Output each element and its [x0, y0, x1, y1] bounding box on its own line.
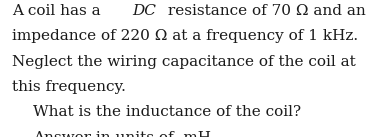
Text: A coil has a: A coil has a	[12, 4, 105, 18]
Text: impedance of 220 Ω at a frequency of 1 kHz.: impedance of 220 Ω at a frequency of 1 k…	[12, 29, 358, 43]
Text: this frequency.: this frequency.	[12, 80, 126, 94]
Text: Answer in units of  mH.: Answer in units of mH.	[33, 131, 216, 137]
Text: Neglect the wiring capacitance of the coil at: Neglect the wiring capacitance of the co…	[12, 55, 356, 69]
Text: DC: DC	[132, 4, 156, 18]
Text: resistance of 70 Ω and an: resistance of 70 Ω and an	[163, 4, 366, 18]
Text: What is the inductance of the coil?: What is the inductance of the coil?	[33, 105, 301, 119]
